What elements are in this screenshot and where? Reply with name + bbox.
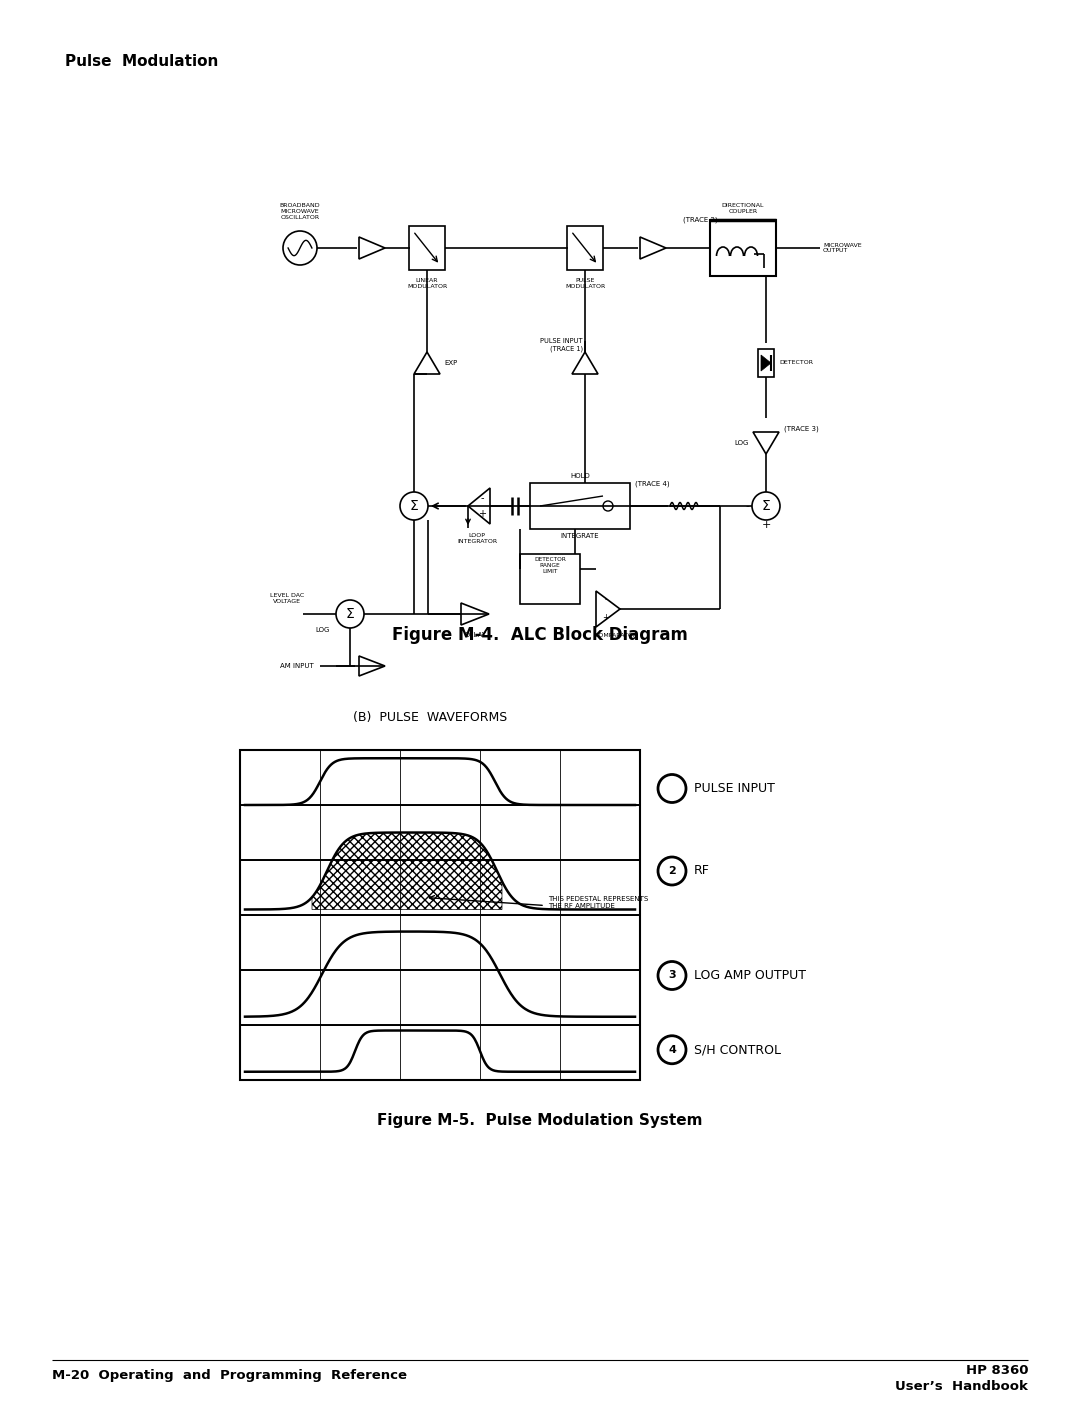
- Text: +: +: [478, 510, 486, 520]
- Text: (TRACE 3): (TRACE 3): [784, 425, 819, 432]
- Bar: [567, 227, 603, 270]
- Bar: [240, 750, 640, 1080]
- Text: LINEAR
MODULATOR: LINEAR MODULATOR: [407, 277, 447, 289]
- Text: RF: RF: [694, 865, 710, 877]
- Text: PULSE INPUT: PULSE INPUT: [694, 781, 774, 796]
- Text: +: +: [603, 614, 609, 622]
- Polygon shape: [761, 355, 771, 370]
- Text: INTEGRATE: INTEGRATE: [561, 534, 599, 539]
- Text: HP 8360: HP 8360: [966, 1363, 1028, 1377]
- Text: Σ: Σ: [409, 498, 418, 513]
- Text: AM INPUT: AM INPUT: [280, 663, 314, 669]
- Text: LOG: LOG: [315, 627, 330, 634]
- Text: DELAY: DELAY: [464, 632, 486, 638]
- Text: Figure M-4.  ALC Block Diagram: Figure M-4. ALC Block Diagram: [392, 627, 688, 643]
- Text: User’s  Handbook: User’s Handbook: [895, 1380, 1028, 1393]
- Bar: [409, 227, 445, 270]
- Text: EXP: EXP: [444, 360, 457, 366]
- Text: 2: 2: [669, 866, 676, 876]
- Text: MICROWAVE
OUTPUT: MICROWAVE OUTPUT: [823, 242, 862, 253]
- Text: S/H CONTROL: S/H CONTROL: [694, 1043, 781, 1056]
- Text: (TRACE 4): (TRACE 4): [635, 480, 670, 487]
- Text: 4: 4: [669, 1045, 676, 1055]
- Text: -: -: [481, 493, 484, 503]
- Bar: [530, 483, 630, 529]
- Bar: [519, 553, 580, 604]
- Text: +: +: [761, 520, 771, 529]
- Text: (TRACE 2): (TRACE 2): [683, 217, 717, 224]
- Text: 3: 3: [669, 970, 676, 980]
- Text: BROADBAND
MICROWAVE
OSCILLATOR: BROADBAND MICROWAVE OSCILLATOR: [280, 203, 321, 220]
- Text: Figure M-5.  Pulse Modulation System: Figure M-5. Pulse Modulation System: [377, 1112, 703, 1128]
- Text: PULSE INPUT
(TRACE 1): PULSE INPUT (TRACE 1): [540, 338, 583, 352]
- Text: LOG AMP OUTPUT: LOG AMP OUTPUT: [694, 969, 806, 981]
- Text: DETECTOR: DETECTOR: [779, 360, 813, 366]
- Text: LOOP
INTEGRATOR: LOOP INTEGRATOR: [457, 534, 497, 543]
- Bar: [710, 220, 777, 276]
- Text: THIS PEDESTAL REPRESENTS
THE RF AMPLITUDE: THIS PEDESTAL REPRESENTS THE RF AMPLITUD…: [548, 895, 648, 910]
- Text: LOG: LOG: [734, 439, 750, 446]
- Text: M-20  Operating  and  Programming  Reference: M-20 Operating and Programming Reference: [52, 1370, 407, 1383]
- Text: HOLD: HOLD: [570, 473, 590, 479]
- Text: Pulse  Modulation: Pulse Modulation: [65, 55, 218, 69]
- Text: PULSE
MODULATOR: PULSE MODULATOR: [565, 277, 605, 289]
- Text: Σ: Σ: [346, 607, 354, 621]
- Text: -: -: [605, 596, 607, 604]
- Text: DETECTOR
RANGE
LIMIT: DETECTOR RANGE LIMIT: [535, 558, 566, 573]
- Text: Σ: Σ: [761, 498, 770, 513]
- Text: DIRECTIONAL
COUPLER: DIRECTIONAL COUPLER: [721, 203, 765, 214]
- Text: COMPARATOR: COMPARATOR: [594, 634, 637, 638]
- Bar: [758, 349, 774, 377]
- Text: (B)  PULSE  WAVEFORMS: (B) PULSE WAVEFORMS: [353, 711, 508, 725]
- Text: -: -: [745, 501, 750, 511]
- Text: LEVEL DAC
VOLTAGE: LEVEL DAC VOLTAGE: [270, 593, 305, 604]
